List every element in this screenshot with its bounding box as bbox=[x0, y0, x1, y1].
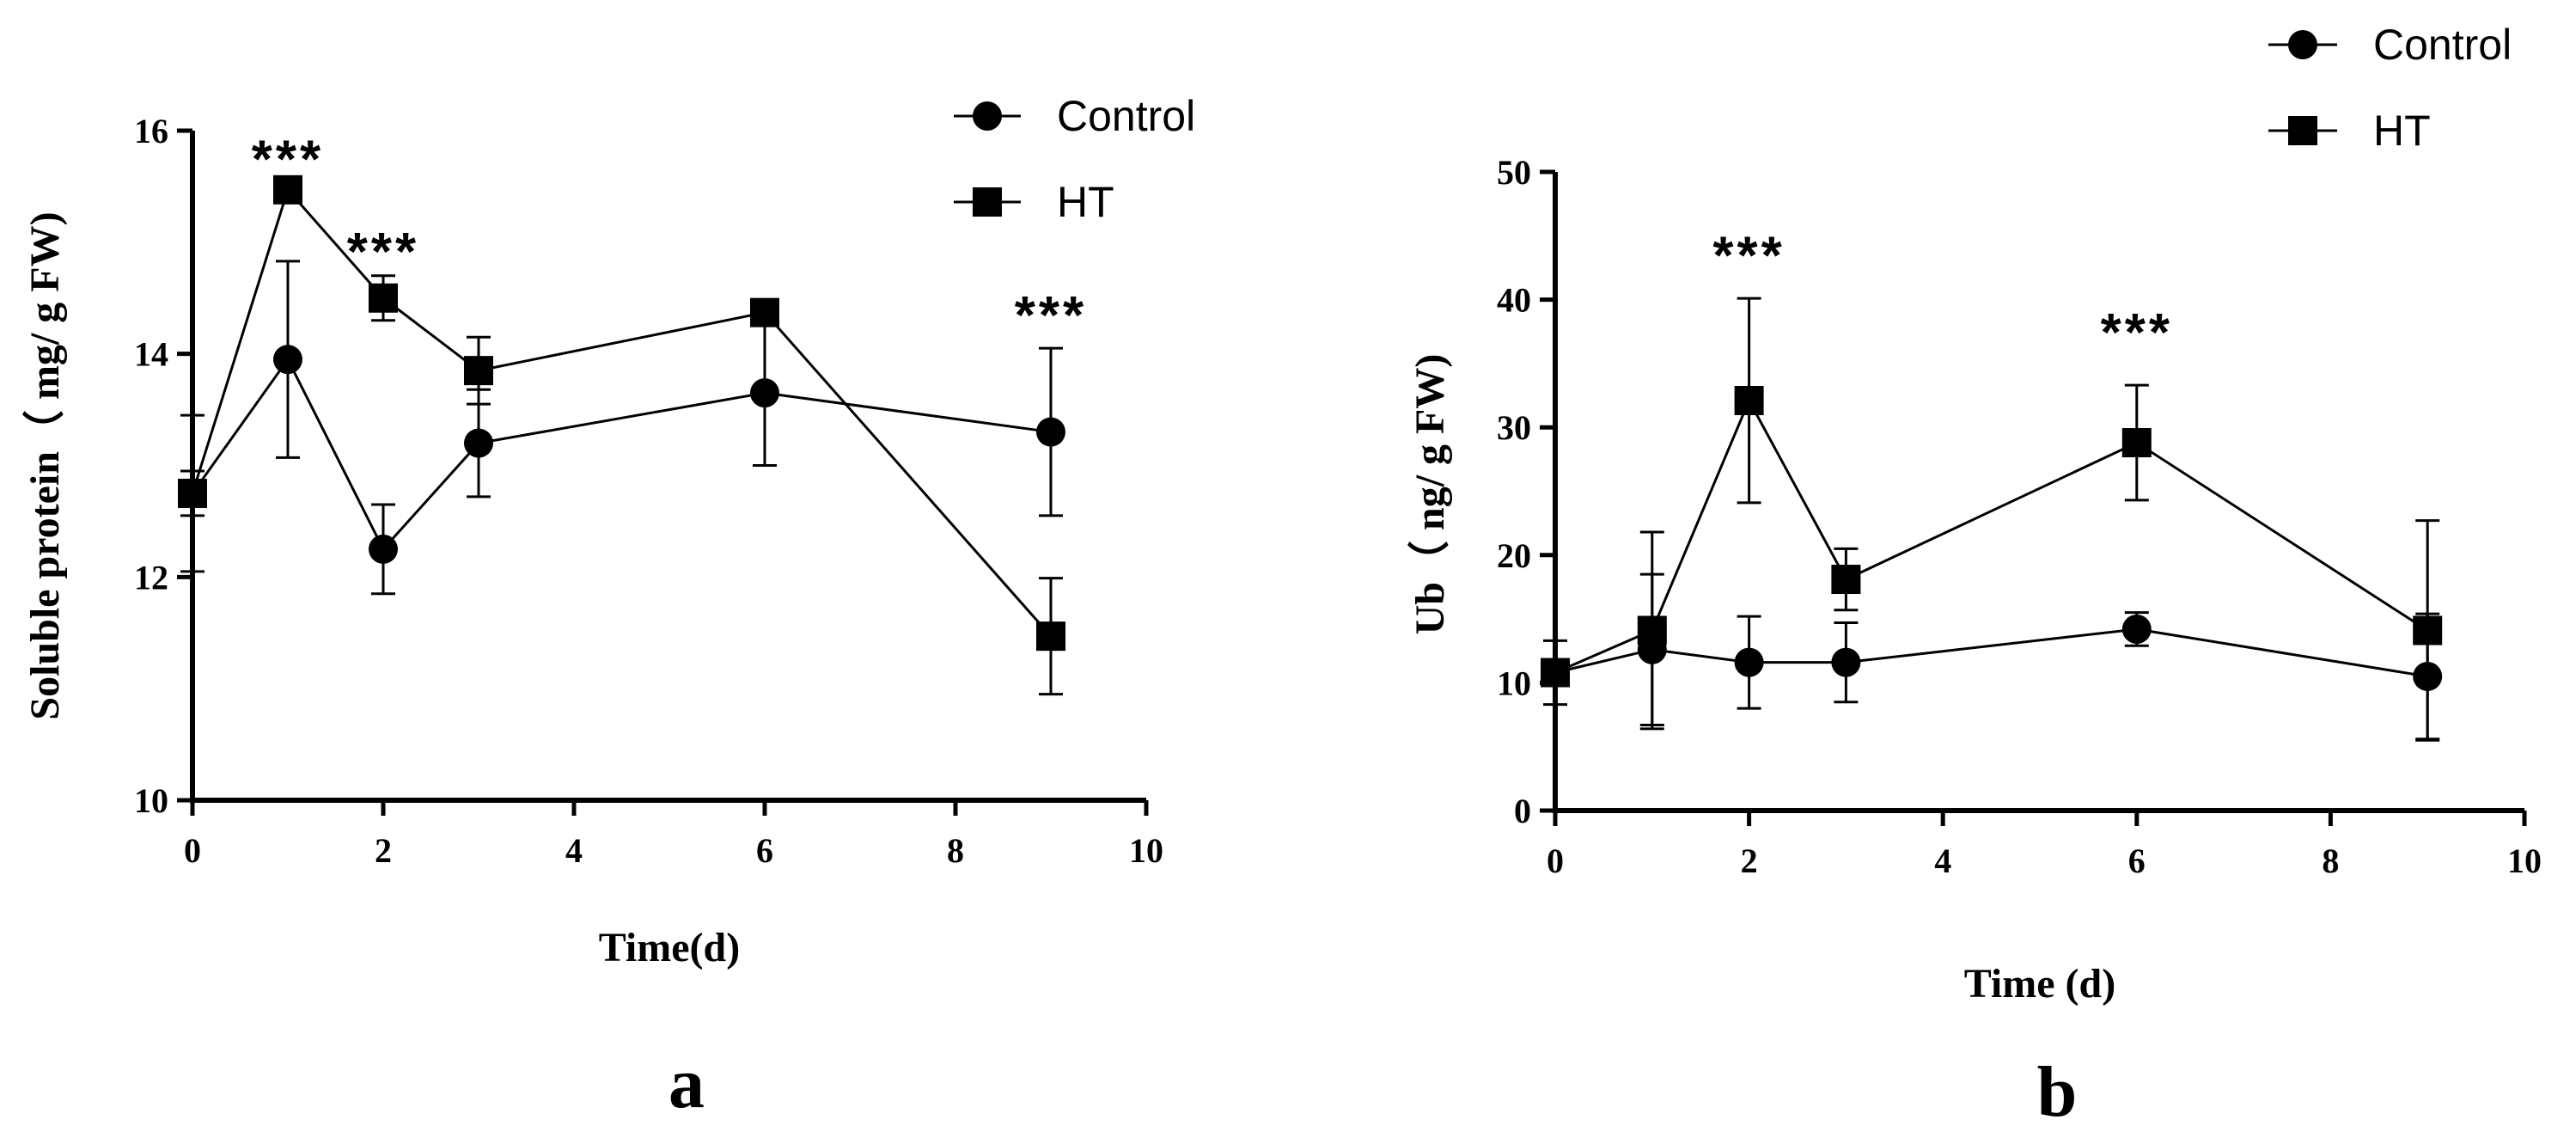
x-tick-label: 0 bbox=[1547, 841, 1564, 880]
data-point-control bbox=[750, 378, 779, 408]
x-tick-label: 4 bbox=[1934, 841, 1951, 880]
panel-label: a bbox=[668, 1043, 705, 1123]
y-tick-label: 10 bbox=[134, 781, 168, 820]
y-axis-title: Ub（ ng/ g FW) bbox=[1407, 354, 1453, 635]
y-tick-label: 0 bbox=[1514, 792, 1531, 830]
x-tick-label: 2 bbox=[375, 831, 392, 870]
data-point-control bbox=[1831, 647, 1861, 677]
panel-label: b bbox=[2037, 1052, 2078, 1126]
data-point-ht bbox=[2413, 615, 2443, 646]
y-axis-title: Soluble protein（ mg/ g FW) bbox=[22, 211, 68, 719]
x-tick-label: 8 bbox=[2322, 841, 2339, 880]
data-point-ht bbox=[2121, 428, 2152, 458]
x-axis-title: Time (d) bbox=[1964, 961, 2115, 1007]
y-tick-label: 14 bbox=[134, 335, 168, 374]
legend-marker bbox=[2288, 30, 2317, 59]
significance-marker: *** bbox=[2101, 303, 2173, 363]
y-tick-label: 40 bbox=[1497, 281, 1531, 320]
legend-label: HT bbox=[1057, 178, 1114, 226]
x-tick-label: 10 bbox=[1129, 831, 1163, 870]
data-point-control bbox=[2121, 614, 2152, 644]
y-tick-label: 10 bbox=[1497, 664, 1531, 702]
data-point-ht bbox=[1637, 615, 1667, 646]
data-point-ht bbox=[1541, 658, 1570, 688]
legend-label: Control bbox=[1057, 92, 1195, 140]
y-tick-label: 50 bbox=[1497, 153, 1531, 192]
y-tick-label: 30 bbox=[1497, 408, 1531, 447]
legend-marker bbox=[2288, 116, 2317, 145]
x-tick-label: 0 bbox=[184, 831, 201, 870]
series-line bbox=[1554, 397, 2429, 674]
legend-item-control: Control bbox=[2268, 21, 2512, 69]
x-axis-title: Time(d) bbox=[599, 925, 740, 970]
data-point-ht bbox=[178, 478, 207, 508]
legend-marker bbox=[973, 187, 1002, 217]
x-tick-label: 6 bbox=[756, 831, 773, 870]
legend-marker bbox=[973, 101, 1002, 131]
series-ht bbox=[1541, 297, 2443, 742]
data-point-control bbox=[273, 345, 302, 375]
data-point-ht bbox=[464, 356, 493, 386]
data-point-control bbox=[369, 534, 398, 564]
significance-marker: *** bbox=[1015, 286, 1087, 346]
legend-item-ht: HT bbox=[954, 178, 1114, 226]
chart-panel-a: 0 2 4 6 8 10 10 12 14 16 Time(d) Soluble protein（ m… bbox=[22, 92, 1195, 1123]
x-tick-label: 4 bbox=[565, 831, 583, 870]
series-line bbox=[191, 187, 1053, 638]
legend-item-control: Control bbox=[954, 92, 1195, 140]
data-point-control bbox=[1036, 417, 1065, 447]
chart-panel-b: 0 2 4 6 8 10 0 10 20 30 40 50 Time (d) Ub（ ng/ g FW) b… bbox=[1407, 21, 2542, 1126]
legend-label: HT bbox=[2373, 107, 2431, 155]
data-point-ht bbox=[369, 283, 398, 313]
data-point-ht bbox=[273, 174, 302, 205]
series-ht bbox=[178, 174, 1065, 696]
data-point-control bbox=[464, 428, 493, 458]
series-control bbox=[178, 260, 1065, 596]
legend-item-ht: HT bbox=[2268, 107, 2431, 155]
data-point-ht bbox=[1831, 565, 1861, 595]
data-point-control bbox=[1734, 647, 1764, 677]
data-point-ht bbox=[1734, 385, 1764, 415]
data-point-ht bbox=[1036, 621, 1065, 652]
significance-marker: *** bbox=[347, 223, 419, 282]
x-tick-label: 6 bbox=[2128, 841, 2146, 880]
legend-label: Control bbox=[2373, 21, 2512, 69]
y-tick-label: 12 bbox=[134, 558, 168, 597]
significance-marker: *** bbox=[252, 130, 324, 189]
series-line bbox=[191, 357, 1052, 552]
y-tick-label: 16 bbox=[134, 112, 168, 150]
x-tick-label: 8 bbox=[947, 831, 964, 870]
x-tick-label: 2 bbox=[1741, 841, 1758, 880]
y-tick-label: 20 bbox=[1497, 536, 1531, 575]
series-line bbox=[1554, 627, 2428, 678]
significance-marker: *** bbox=[1712, 227, 1785, 286]
data-point-ht bbox=[750, 297, 779, 327]
x-tick-label: 10 bbox=[2507, 841, 2542, 880]
